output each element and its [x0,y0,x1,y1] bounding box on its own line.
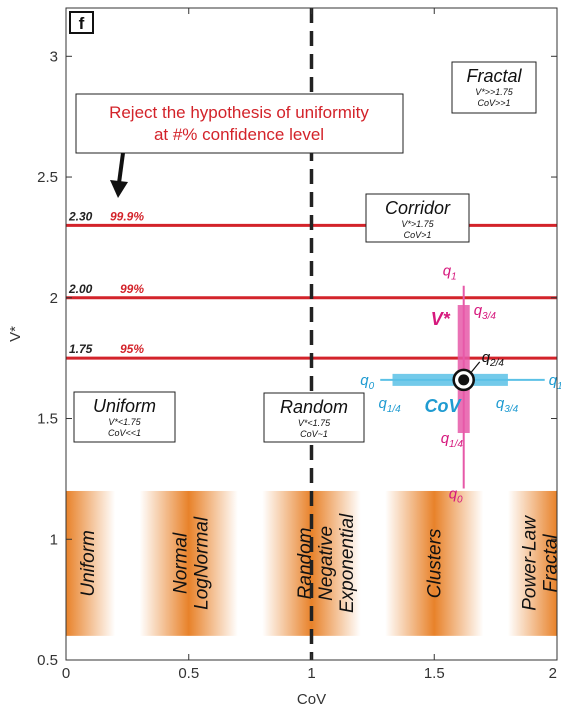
vstar-q0-label: q0 [449,486,463,506]
panel-label-box [69,11,94,34]
y-tick-label-4: 2.5 [37,169,58,186]
y-tick-label-1: 1 [50,531,58,548]
region-random-title: Random [280,397,348,417]
confidence-percent-label-0: 99.9% [110,209,144,223]
cov-q34-label: q3/4 [496,395,519,415]
region-fractal-line2: CoV>>1 [477,98,510,108]
y-tick-label-5: 3 [50,48,58,65]
region-fractal-box [451,61,537,114]
confidence-percent-label-2: 95% [120,342,144,356]
confidence-value-label-0: 2.30 [68,209,93,223]
reject-annotation-box [75,93,404,154]
reject-arrow-head [110,180,128,198]
cov-q1-label: q1 [549,372,561,392]
panel-label: f [79,14,85,33]
region-uniform-line2: CoV<<1 [108,428,141,438]
x-tick-label-0: 0 [62,665,70,682]
vstar-q14-label: q1/4 [441,430,464,450]
reference-lines: 2.30 99.9% 2.00 99% 1.75 95% [66,8,557,660]
band-label-0: Uniform [78,530,99,597]
cov-label: CoV [425,396,463,416]
region-corridor-line2: CoV>1 [404,230,432,240]
confidence-percent-label-1: 99% [120,282,144,296]
vstar-q34-label: q3/4 [474,302,497,322]
distribution-band: Uniform NormalLogNormal RandomNegativeExpo… [66,490,561,636]
confidence-value-label-2: 1.75 [69,342,93,356]
y-tick-label-2: 1.5 [37,411,58,428]
annotations: Reject the hypothesis of uniformity at #%… [73,61,537,443]
band-label-3: Clusters [424,528,445,598]
region-uniform-box [73,391,176,443]
vstar-label: V* [431,309,451,329]
region-uniform-line1: V*<1.75 [108,417,141,427]
region-uniform-title: Uniform [93,396,156,416]
x-tick-label-3: 1.5 [424,665,445,682]
x-tick-label-1: 0.5 [178,665,199,682]
region-random-line1: V*<1.75 [298,418,331,428]
cov-q14-label: q1/4 [379,395,402,415]
region-random-box [263,392,365,443]
x-axis-label: CoV [297,691,326,708]
region-corridor-title: Corridor [385,198,451,218]
band-label-2: RandomNegativeExponential [295,513,358,613]
region-corridor-line1: V*>1.75 [401,219,434,229]
median-leader [470,361,481,374]
region-corridor-box [365,193,470,243]
confidence-value-label-1: 2.00 [68,282,93,296]
reject-annotation-line2: at #% confidence level [154,125,324,144]
y-tick-label-0: 0.5 [37,652,58,669]
region-fractal-line1: V*>>1.75 [475,87,514,97]
cov-iqr-bar [392,373,508,386]
region-random-line2: CoV~1 [300,429,328,439]
y-axis-label: V* [7,326,24,342]
x-tick-label-4: 2 [549,665,557,682]
median-q24-label: q2/4 [482,349,505,369]
median-marker-dot [458,374,470,386]
reject-arrow-shaft [117,152,125,184]
reject-annotation-line1: Reject the hypothesis of uniformity [109,103,369,122]
band-label-4: Power-LawFractal [519,515,561,611]
y-tick-label-3: 2 [50,290,58,307]
region-fractal-title: Fractal [466,66,522,86]
x-tick-label-2: 1 [307,665,315,682]
band-label-1: NormalLogNormal [171,516,213,610]
cov-q0-label: q0 [360,372,374,392]
vstar-q1-label: q1 [443,263,457,283]
